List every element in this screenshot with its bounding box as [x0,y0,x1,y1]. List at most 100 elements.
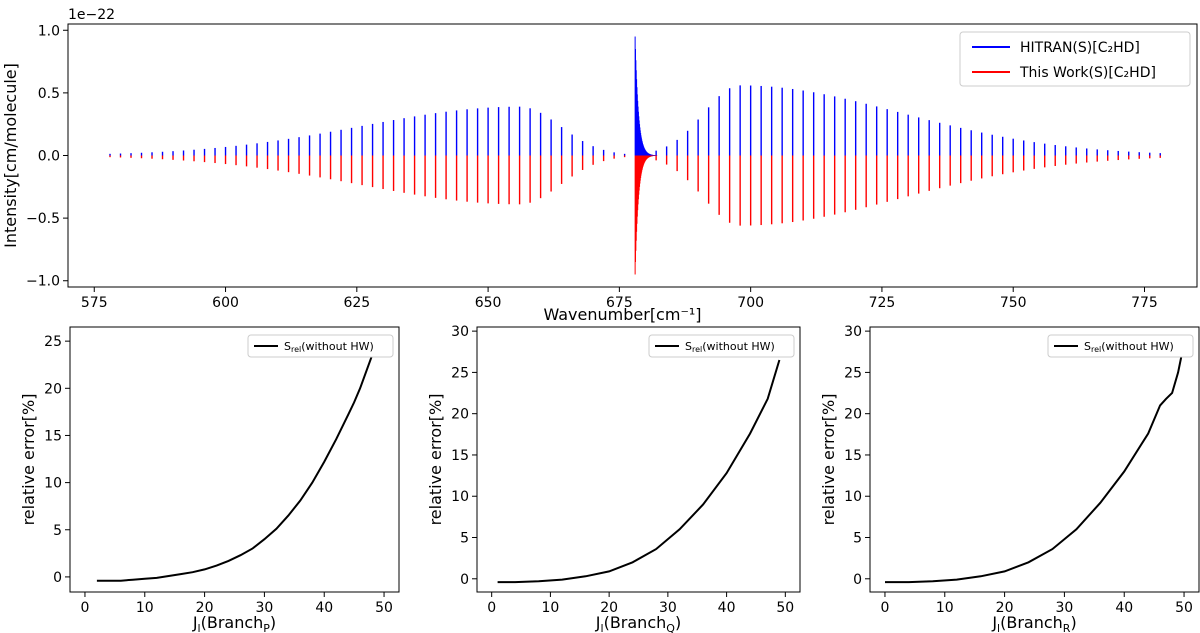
error-x-tick-label: 50 [776,600,794,616]
error-y-label: relative error[%] [426,394,445,526]
spectrum-x-label: Wavenumber[cm⁻¹] [543,305,701,324]
error-legend-tail: (without HW) [702,340,775,353]
error-y-tick-label: 20 [844,407,862,423]
error-series-line [885,343,1185,584]
error-x-tick-label: 0 [80,600,89,616]
spectrum-offset-text: 1e−22 [68,7,115,23]
spectrum-y-tick-label: 0.5 [38,86,60,102]
spectrum-x-tick-label: 750 [1000,295,1027,311]
error-x-label-sub: l [601,622,604,633]
error-x-tick-label: 0 [880,600,889,616]
error-legend-box [247,334,394,358]
error-x-label-close: ) [270,613,276,632]
error-x-tick-label: 10 [541,600,559,616]
spectrum-x-tick-label: 700 [737,295,764,311]
error-y-tick-label: 30 [844,324,862,340]
error-x-tick-label: 20 [196,600,214,616]
error-legend: Srel(without HW) [247,334,394,358]
spectrum-x-tick-label: 650 [475,295,502,311]
error-y-tick-label: 5 [460,531,469,547]
error-x-label: Jl(BranchQ) [595,613,681,633]
spectrum-x-tick-label: 775 [1131,295,1158,311]
error-x-tick-label: 10 [936,600,954,616]
error-y-tick-label: 0 [53,570,62,586]
error-legend-sub: rel [692,345,702,354]
error-legend-sub: rel [291,345,301,354]
error-y-tick-label: 10 [844,489,862,505]
error-y-tick-label: 10 [451,489,469,505]
error-x-tick-label: 40 [718,600,736,616]
error-x-label-main: J [595,613,601,632]
spectrum-legend-label: This Work(S)[C₂HD] [1019,65,1156,81]
error-x-label: Jl(BranchR) [991,613,1076,633]
error-x-label-main: J [991,613,997,632]
error-x-tick-label: 30 [1055,600,1073,616]
error-y-label: relative error[%] [19,394,38,526]
spectrum-x-tick-label: 575 [81,295,108,311]
error-x-label-branch: P [263,622,270,633]
error-chart-p: 0 10 20 30 40 50 0 5 10 15 20 25 relative error[%] Jl… [19,326,400,633]
error-x-label-main: J [192,613,198,632]
error-x-tick-label: 40 [1115,600,1133,616]
error-x-label-branch: Q [666,622,675,633]
error-legend-sub: rel [1091,345,1101,354]
error-x-label-close: ) [675,613,681,632]
error-x-tick-label: 20 [600,600,618,616]
error-x-label-branch: R [1063,622,1071,633]
error-x-tick-label: 50 [1175,600,1193,616]
error-x-tick-label: 50 [375,600,393,616]
error-x-tick-label: 20 [996,600,1014,616]
error-legend-box [648,334,795,358]
error-y-tick-label: 30 [451,324,469,340]
spectrum-x-tick-label: 600 [212,295,239,311]
error-y-label: relative error[%] [819,394,838,526]
error-x-tick-label: 40 [315,600,333,616]
spectrum-series-this-work [109,155,1161,275]
spectrum-x-tick-label: 625 [343,295,370,311]
error-y-tick-label: 0 [460,572,469,588]
spectrum-y-tick-label: −1.0 [26,274,60,290]
error-x-tick-label: 10 [136,600,154,616]
error-x-tick-label: 0 [487,600,496,616]
spectrum-series-hitran [109,36,1161,156]
error-x-tick-label: 30 [659,600,677,616]
error-legend-tail: (without HW) [301,340,374,353]
error-legend-label: Srel(without HW) [284,340,374,354]
spectrum-x-tick-label: 675 [606,295,633,311]
error-y-tick-label: 25 [844,365,862,381]
error-y-tick-label: 5 [53,523,62,539]
error-y-tick-label: 25 [44,334,62,350]
error-legend-main: S [284,340,291,353]
spectrum-legend-label: HITRAN(S)[C₂HD] [1020,40,1140,56]
error-y-tick-label: 25 [451,365,469,381]
error-x-label: Jl(BranchP) [192,613,276,633]
spectrum-chart: 575 600 625 650 675 700 725 750 775 −1.0 −0.5 0.0 0.… [1,7,1198,324]
error-y-tick-label: 15 [451,448,469,464]
error-y-tick-label: 5 [853,531,862,547]
error-x-tick-label: 30 [255,600,273,616]
error-legend-main: S [1084,340,1091,353]
error-y-tick-label: 15 [44,428,62,444]
error-series-line [497,359,781,584]
error-series-line [96,354,374,582]
error-chart-q: 0 10 20 30 40 50 0 5 10 15 20 25 30 relative error[%]… [426,324,801,633]
error-x-label-close: ) [1070,613,1076,632]
error-legend-label: Srel(without HW) [685,340,775,354]
error-legend-tail: (without HW) [1101,340,1174,353]
error-chart-r: 0 10 20 30 40 50 0 5 10 15 20 25 30 relative error[%]… [819,324,1200,633]
error-y-tick-label: 20 [451,407,469,423]
error-legend-box [1047,334,1194,358]
error-y-tick-label: 15 [844,448,862,464]
error-x-label-sub: l [997,622,1000,633]
error-axes-frame [476,326,801,593]
error-y-tick-label: 0 [853,572,862,588]
spectrum-legend-box [959,31,1191,87]
error-axes-frame [69,326,400,593]
error-x-label-text: (Branch [1000,613,1063,632]
spectrum-y-tick-label: 1.0 [38,23,60,39]
spectrum-y-tick-label: −0.5 [26,211,60,227]
error-y-tick-label: 20 [44,381,62,397]
error-legend-main: S [685,340,692,353]
error-x-label-sub: l [198,622,201,633]
